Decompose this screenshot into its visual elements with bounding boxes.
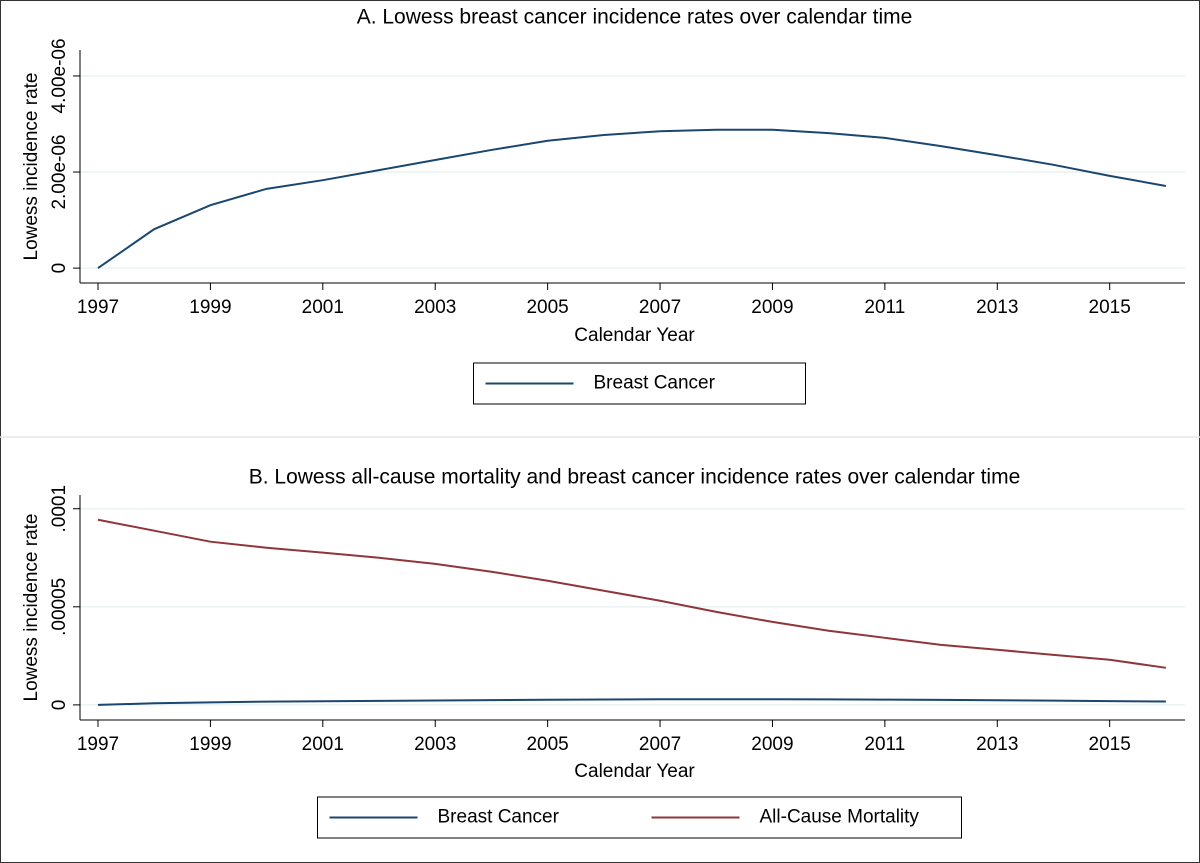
y-tick-label: .0001	[49, 485, 70, 533]
x-tick-label: 2001	[302, 734, 344, 755]
x-axis-title: Calendar Year	[574, 325, 695, 346]
y-tick-label: 4.00e-06	[49, 38, 70, 113]
chart-title: A. Lowess breast cancer incidence rates …	[357, 6, 913, 29]
legend-label: Breast Cancer	[594, 373, 716, 394]
x-tick-label: 2003	[414, 297, 456, 318]
x-tick-label: 1997	[77, 734, 119, 755]
x-tick-label: 2009	[751, 734, 793, 755]
x-tick-label: 1999	[189, 297, 231, 318]
y-tick-label: .00005	[49, 578, 70, 636]
x-tick-label: 2013	[976, 297, 1018, 318]
x-tick-label: 2005	[526, 297, 568, 318]
x-tick-label: 2007	[639, 734, 681, 755]
x-tick-label: 2007	[639, 297, 681, 318]
x-tick-label: 2015	[1089, 734, 1131, 755]
legend-label: Breast Cancer	[438, 807, 560, 828]
x-tick-label: 2011	[864, 297, 905, 318]
legend-box	[317, 796, 962, 839]
x-tick-label: 2009	[751, 297, 793, 318]
x-tick-label: 2011	[864, 734, 905, 755]
chart-title: B. Lowess all-cause mortality and breast…	[249, 466, 1021, 489]
x-tick-label: 1999	[189, 734, 231, 755]
x-axis-title: Calendar Year	[574, 761, 695, 782]
legend-label: All-Cause Mortality	[760, 807, 920, 828]
y-tick-label: 0	[49, 263, 70, 274]
y-tick-label: 0	[49, 700, 70, 711]
y-axis-title: Lowess incidence rate	[21, 514, 42, 702]
x-tick-label: 2005	[526, 734, 568, 755]
y-axis-title: Lowess incidence rate	[21, 73, 42, 261]
x-tick-label: 1997	[77, 297, 119, 318]
y-tick-label: 2.00e-06	[49, 135, 70, 210]
series-line	[97, 698, 1166, 706]
series-line	[97, 518, 1167, 669]
x-tick-label: 2001	[302, 297, 344, 318]
x-tick-label: 2013	[976, 734, 1018, 755]
series-line	[97, 128, 1167, 269]
x-tick-label: 2003	[414, 734, 456, 755]
x-tick-label: 2015	[1089, 297, 1131, 318]
